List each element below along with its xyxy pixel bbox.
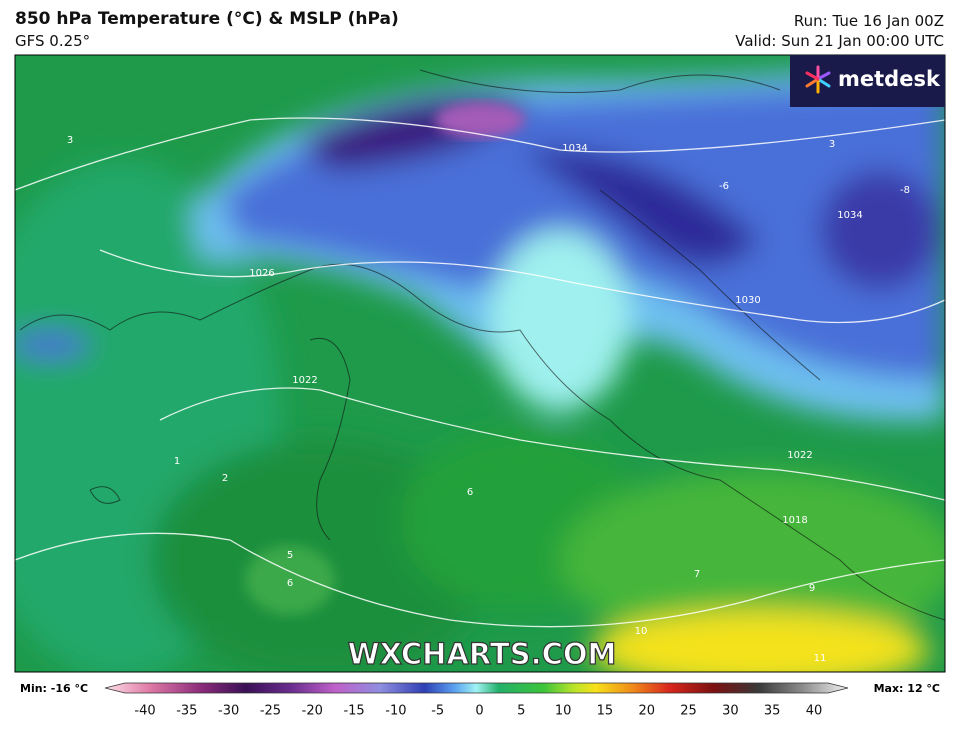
watermark: WXCHARTS.COM xyxy=(348,637,617,671)
contour-label: 10 xyxy=(635,626,648,637)
contour-label: 1022 xyxy=(292,375,317,386)
contour-label: -6 xyxy=(719,181,729,192)
colorbar-tick-label: -40 xyxy=(134,704,155,719)
colorbar-tick-label: 5 xyxy=(517,704,525,719)
colorbar-tick-label: -5 xyxy=(431,704,444,719)
colorbar-min: Min: -16 °C xyxy=(20,682,88,695)
colorbar-tick-label: -30 xyxy=(218,704,239,719)
colorbar-tick-label: 0 xyxy=(475,704,483,719)
contour-label: 1034 xyxy=(837,210,862,221)
contour-label: 6 xyxy=(467,487,473,498)
colorbar-tick-label: 25 xyxy=(680,704,697,719)
contour-label: -8 xyxy=(900,185,910,196)
contour-label: 1022 xyxy=(787,450,812,461)
colorbar-tick-label: 30 xyxy=(722,704,739,719)
colorbar-tick-label: 35 xyxy=(764,704,781,719)
contour-label: 1034 xyxy=(562,143,587,154)
valid-label: Valid: Sun 21 Jan 00:00 UTC xyxy=(735,32,944,50)
contour-label: 1030 xyxy=(735,295,760,306)
map-title: 850 hPa Temperature (°C) & MSLP (hPa) xyxy=(15,9,399,29)
contour-label: 2 xyxy=(222,473,228,484)
colorbar-max: Max: 12 °C xyxy=(874,682,940,695)
contour-labels: 1034 1030 1026 1022 1018 1022 1034 10 11 6 5 6 7 9 3 3 -… xyxy=(67,135,910,664)
contour-label: 3 xyxy=(829,139,835,150)
colorbar-tick-label: 40 xyxy=(806,704,823,719)
contour-label: 5 xyxy=(287,550,293,561)
contour-label: 1018 xyxy=(782,515,807,526)
contour-label: 9 xyxy=(809,583,815,594)
map-field xyxy=(15,55,945,672)
colorbar-tick-label: -15 xyxy=(343,704,364,719)
contour-label: 1 xyxy=(174,456,180,467)
colorbar-tick-label: 10 xyxy=(555,704,572,719)
map-frame xyxy=(14,54,946,673)
contour-label: 6 xyxy=(287,578,293,589)
run-label: Run: Tue 16 Jan 00Z xyxy=(793,12,944,30)
colorbar-tick-label: -10 xyxy=(385,704,406,719)
colorbar xyxy=(104,682,849,694)
contour-label: 11 xyxy=(814,653,827,664)
logo-icon xyxy=(805,65,831,94)
colorbar-tick-label: -20 xyxy=(302,704,323,719)
contour-label: 1026 xyxy=(249,268,274,279)
model-label: GFS 0.25° xyxy=(15,32,91,50)
colorbar-tick-label: -25 xyxy=(260,704,281,719)
colorbar-tick-label: 15 xyxy=(597,704,614,719)
colorbar-ticks: -40 -35 -30 -25 -20 -15 -10 -5 0 5 10 15 20 25 30 35 40 xyxy=(134,704,822,719)
contour-label: 3 xyxy=(67,135,73,146)
colorbar-tick-label: 20 xyxy=(638,704,655,719)
colorbar-tick-label: -35 xyxy=(176,704,197,719)
logo-text: metdesk xyxy=(838,67,941,91)
contour-label: 7 xyxy=(694,569,700,580)
